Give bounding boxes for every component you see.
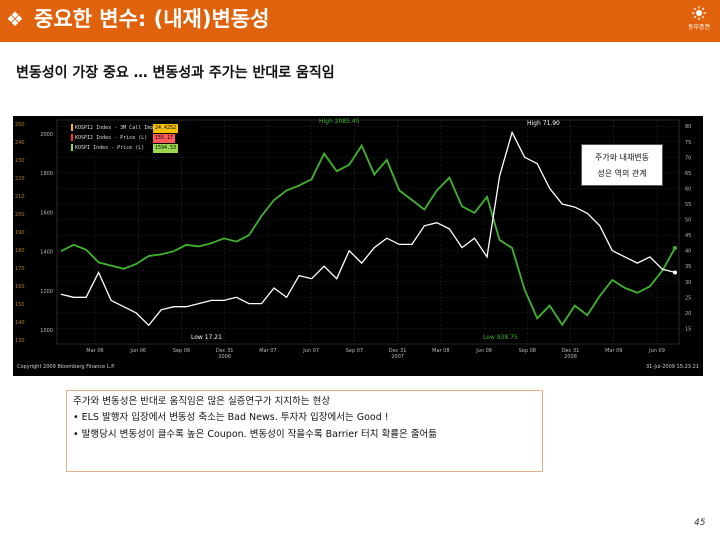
x-tick-label: Jun 09 [648,348,665,354]
y-left-inner-tick-label: 250 [15,122,25,128]
y-right-tick-label: 25 [685,295,691,301]
y-right-tick-label: 60 [685,186,691,192]
x-tick-label: 2006 [218,354,231,360]
y-left-inner-tick-label: 180 [15,248,25,254]
legend-entry-kospi2: KOSPI2 Index - Price (L) 155.17 [71,134,199,143]
chart-note-line-2: 성은 역의 관계 [597,169,647,178]
y-right-tick-label: 80 [685,124,691,130]
legend-label: KOSPI2 Index - Price (L) [75,135,148,141]
y-right-tick-label: 15 [685,326,691,332]
y-left-inner-tick-label: 220 [15,176,25,182]
summary-note-box: 주가와 변동성은 반대로 움직임은 많은 실증연구가 지지하는 현상 • ELS… [66,390,543,472]
y-left-inner-tick-label: 200 [15,212,25,218]
y-left-outer-tick-label: 1400 [40,250,53,256]
y-left-inner-tick-label: 130 [15,338,25,344]
legend-label: KOSPI Index - Price (L) [75,145,145,151]
y-left-inner-tick-label: 240 [15,140,25,146]
y-left-inner-tick-label: 190 [15,230,25,236]
y-right-tick-label: 20 [685,311,691,317]
legend-value: 24.4252 [153,124,179,133]
y-right-tick-label: 65 [685,171,691,177]
note-line-1: 주가와 변동성은 반대로 움직임은 많은 실증연구가 지지하는 현상 [73,396,331,407]
x-tick-label: Dec 31 [216,348,234,354]
y-left-outer-tick-label: 1000 [40,328,53,334]
x-tick-label: Sep 06 [173,348,190,354]
x-tick-label: Sep 07 [346,348,363,354]
series-end-marker-kospi [673,246,677,250]
chart-copyright: Copyright 2009 Bloomberg Finance L.P. [17,364,116,370]
chart-note-line-1: 주가와 내재변동 [594,153,650,162]
page-title: 중요한 변수: (내재)변동성 [34,7,270,31]
y-left-outer-tick-label: 1200 [40,289,53,295]
note-line-2: • ELS 발행자 입장에서 변동성 축소는 Bad News. 투자자 입장에… [73,412,389,423]
x-tick-label: Sep 08 [519,348,536,354]
series-line-implied-vol [60,130,676,327]
y-left-outer-tick-label: 2000 [40,132,53,138]
sun-logo-icon [692,6,706,20]
diamond-bullet-icon: ❖ [6,7,24,31]
chart-canvas: 80 75 70 65 60 55 50 45 40 35 30 25 20 15 2000 1800 1600… [15,119,691,360]
legend-value: 155.17 [153,134,176,143]
y-right-tick-label: 70 [685,155,691,161]
x-tick-label: Dec 31 [562,348,580,354]
chart-timestamp: 31-Jul-2009 15:23:21 [645,364,699,370]
y-right-tick-label: 30 [685,280,691,286]
callout-low-kospi: Low 938.75 [483,334,518,341]
legend-swatch [71,134,73,141]
x-tick-label: Mar 09 [605,348,622,354]
x-tick-label: Jun 08 [475,348,492,354]
y-left-outer-tick-label: 1800 [40,171,53,177]
y-left-inner-tick-label: 150 [15,302,25,308]
y-left-inner-tick-label: 140 [15,320,25,326]
legend-value: 1594.53 [153,144,179,153]
page-number: 45 [694,518,706,528]
callout-high-vol: High 71.90 [527,120,560,127]
legend-swatch [71,124,73,131]
legend-label: KOSPI2 Index - 3M Call Imp Vol (R) [75,125,178,131]
y-left-inner-tick-label: 170 [15,266,25,272]
y-right-tick-label: 45 [685,233,691,239]
title-bar: ❖ 중요한 변수: (내재)변동성 동부증권 [0,0,720,42]
y-right-tick-label: 55 [685,202,691,208]
y-left-outer-tick-label: 1600 [40,210,53,216]
note-line-3: • 발행당시 변동성이 클수록 높은 Coupon. 변동성이 작을수록 Bar… [73,429,438,440]
legend-entry-vol: KOSPI2 Index - 3M Call Imp Vol (R)24.425… [71,124,199,133]
x-tick-label: 2007 [391,354,404,360]
x-tick-label: Mar 07 [259,348,276,354]
x-tick-label: Jun 06 [129,348,146,354]
x-tick-label: 2008 [564,354,577,360]
y-left-inner-tick-label: 230 [15,158,25,164]
series-end-marker-vol [673,270,677,275]
callout-low-vol: Low 17.21 [191,334,222,341]
series-line-kospi [60,143,676,327]
bloomberg-chart: 80 75 70 65 60 55 50 45 40 35 30 25 20 15 2000 1800 1600… [13,116,703,376]
legend-entry-kospi: KOSPI Index - Price (L) 1594.53 [71,144,199,153]
y-left-inner-tick-label: 160 [15,284,25,290]
x-tick-label: Mar 08 [432,348,449,354]
logo-text: 동부증권 [687,24,711,31]
callout-high-kospi: High 2085.45 [319,118,360,125]
x-tick-label: Mar 06 [86,348,103,354]
y-right-tick-label: 40 [685,249,691,255]
y-left-inner-tick-label: 210 [15,194,25,200]
chart-note-box: 주가와 내재변동 성은 역의 관계 [581,144,663,186]
chart-legend: KOSPI2 Index - 3M Call Imp Vol (R)24.425… [71,124,199,156]
y-right-tick-label: 35 [685,264,691,270]
company-logo: 동부증권 [680,4,718,38]
x-tick-label: Dec 31 [389,348,407,354]
x-tick-label: Jun 07 [302,348,319,354]
y-right-tick-label: 50 [685,218,691,224]
slide-subtitle: 변동성이 가장 중요 … 변동성과 주가는 반대로 움직임 [16,65,335,81]
y-right-tick-label: 75 [685,140,691,146]
legend-swatch [71,144,73,151]
